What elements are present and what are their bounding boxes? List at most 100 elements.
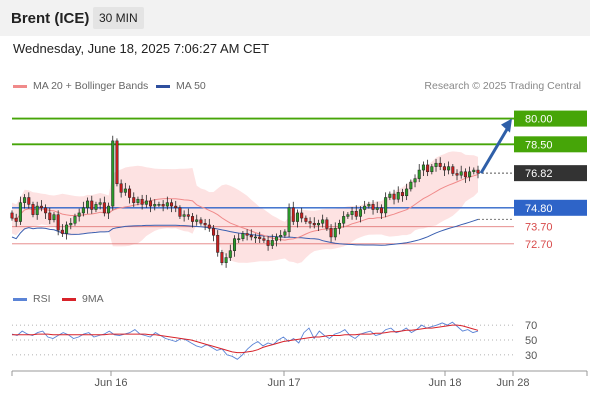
interval-badge[interactable]: 30 MIN bbox=[93, 7, 144, 29]
header-bar: Brent (ICE) 30 MIN bbox=[0, 0, 590, 36]
candle-body bbox=[295, 212, 299, 222]
candle bbox=[102, 196, 106, 217]
candle-body bbox=[65, 224, 69, 234]
candle-body bbox=[123, 188, 127, 193]
candle-body bbox=[195, 219, 199, 222]
candle bbox=[94, 201, 98, 213]
candle-body bbox=[287, 207, 291, 233]
candle-body bbox=[94, 204, 98, 210]
candle-body bbox=[199, 219, 203, 224]
candle-body bbox=[212, 228, 216, 236]
legend-rsi-ma-label: 9MA bbox=[82, 293, 104, 305]
candle bbox=[396, 186, 400, 203]
legend-ma20-label: MA 20 + Bollinger Bands bbox=[33, 80, 149, 92]
candle-body bbox=[39, 205, 43, 209]
candle-body bbox=[119, 183, 123, 193]
candle-body bbox=[375, 207, 379, 210]
candle bbox=[354, 205, 358, 220]
candle-body bbox=[434, 162, 438, 167]
candle bbox=[342, 211, 346, 228]
candle bbox=[39, 200, 43, 212]
candle-body bbox=[102, 202, 106, 214]
candle bbox=[287, 203, 291, 237]
candle bbox=[153, 199, 157, 211]
candle bbox=[312, 217, 316, 229]
candle-body bbox=[186, 214, 190, 217]
level-label-80.00: 80.00 bbox=[525, 114, 553, 126]
candle bbox=[350, 206, 354, 220]
candle bbox=[107, 202, 111, 219]
candle-body bbox=[60, 229, 64, 234]
candle bbox=[77, 208, 81, 222]
rsi-ma-line bbox=[12, 324, 479, 354]
candle bbox=[249, 229, 253, 241]
candle-body bbox=[224, 257, 228, 263]
candle bbox=[73, 213, 77, 226]
candle-body bbox=[405, 188, 409, 197]
candle-body bbox=[321, 219, 325, 224]
candle-body bbox=[354, 210, 358, 217]
candle bbox=[23, 194, 27, 209]
legend-rsi: RSI bbox=[13, 293, 51, 305]
level-label-73.70: 73.70 bbox=[525, 222, 553, 234]
candle bbox=[283, 229, 287, 238]
forecast-arrow-shaft bbox=[479, 126, 510, 174]
candle-body bbox=[174, 205, 178, 209]
candle-body bbox=[333, 228, 337, 238]
candle-body bbox=[270, 240, 274, 246]
candle-body bbox=[258, 236, 262, 239]
candle-body bbox=[438, 162, 442, 167]
candle bbox=[253, 233, 258, 243]
candle-body bbox=[27, 197, 31, 205]
candle-body bbox=[111, 140, 115, 207]
candle-body bbox=[178, 207, 182, 217]
candle-body bbox=[31, 204, 35, 215]
candle bbox=[367, 201, 371, 209]
candle-body bbox=[149, 200, 153, 207]
rsi-ma-swatch-icon bbox=[62, 297, 76, 301]
candle-body bbox=[468, 171, 472, 178]
candle-body bbox=[157, 204, 161, 206]
candle bbox=[270, 234, 274, 249]
candle-body bbox=[165, 202, 169, 207]
candle-body bbox=[18, 202, 22, 222]
candle-body bbox=[476, 169, 480, 174]
candle bbox=[442, 163, 446, 177]
ma20-swatch-icon bbox=[13, 84, 27, 88]
candle bbox=[304, 215, 308, 225]
candle bbox=[451, 164, 455, 177]
legend-ma50-label: MA 50 bbox=[176, 80, 206, 92]
candle bbox=[207, 218, 211, 232]
candle-body bbox=[371, 204, 375, 210]
candle bbox=[409, 179, 413, 192]
candle bbox=[81, 201, 85, 217]
candle-body bbox=[241, 233, 245, 239]
candle-body bbox=[459, 171, 463, 176]
candle bbox=[430, 164, 434, 175]
candle bbox=[52, 212, 56, 223]
candle-body bbox=[245, 233, 249, 236]
candle-body bbox=[346, 214, 350, 217]
legend-rsi-label: RSI bbox=[33, 293, 51, 305]
candle-body bbox=[337, 222, 341, 229]
candle bbox=[333, 222, 337, 241]
candle-body bbox=[203, 222, 207, 226]
candle-body bbox=[136, 198, 140, 203]
candle bbox=[346, 212, 350, 219]
candle-body bbox=[10, 212, 14, 219]
candle bbox=[447, 161, 451, 175]
candle-body bbox=[90, 200, 94, 210]
level-tag-74.80 bbox=[514, 199, 587, 216]
candle-body bbox=[447, 166, 451, 171]
candle-body bbox=[384, 197, 388, 214]
candle bbox=[262, 236, 266, 243]
candle bbox=[438, 157, 442, 171]
candle-body bbox=[367, 204, 371, 207]
candle-body bbox=[69, 222, 73, 226]
candle-body bbox=[472, 169, 476, 173]
candle bbox=[149, 197, 153, 213]
candle bbox=[199, 217, 203, 226]
candle bbox=[31, 201, 35, 218]
